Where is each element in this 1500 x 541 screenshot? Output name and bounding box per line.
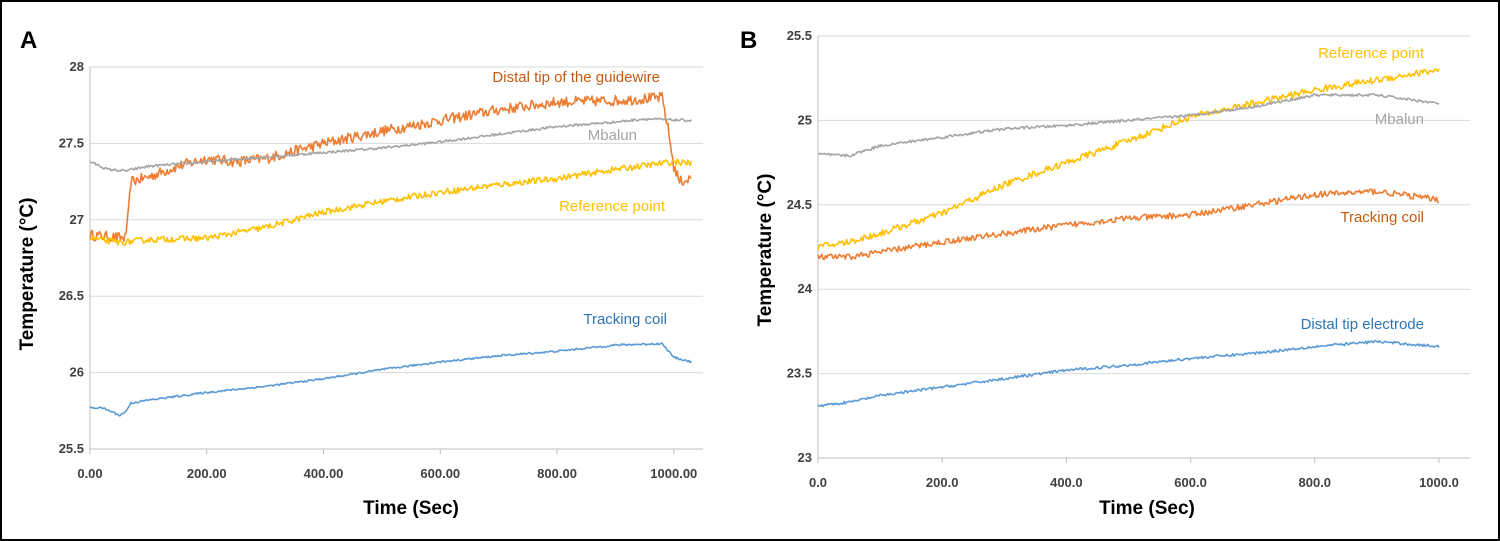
chart-b-panel-label: B: [740, 27, 757, 54]
chart-b-label-distal-tip-electrode: Distal tip electrode: [1301, 316, 1424, 333]
chart-b-series-tracking-coil: [817, 188, 1440, 261]
chart-b-y-tick-label: 23: [798, 450, 812, 465]
chart-a-x-axis-title: Time (Sec): [363, 498, 459, 519]
chart-a-series-reference-point: [89, 158, 693, 246]
chart-a-y-tick-label: 27.5: [59, 135, 84, 150]
chart-b-label-mbalun: Mbalun: [1375, 111, 1424, 128]
chart-b-series-mbalun: [817, 93, 1440, 158]
chart-b-plot: 23 23.5 24 24.5 25 25.5 0.0 200.0 400.0 600.0 800.…: [787, 28, 1470, 490]
chart-b-x-tick-label: 1000.0: [1419, 475, 1459, 490]
chart-a-label-distal-tip: Distal tip of the guidewire: [492, 69, 660, 86]
chart-a-panel-label: A: [20, 27, 37, 54]
chart-b-label-reference-point: Reference point: [1318, 45, 1425, 62]
chart-a: A Time (Sec) Temperature (°C) Distal tip…: [17, 27, 667, 519]
chart-a-y-axis-title: Temperature (°C): [17, 198, 38, 351]
chart-b-series-distal-tip-electrode: [817, 339, 1440, 408]
chart-b: B Time (Sec) Temperature (°C) Reference …: [740, 27, 1425, 519]
chart-b-label-tracking-coil: Tracking coil: [1340, 209, 1424, 226]
chart-b-y-tick-label: 24.5: [787, 197, 812, 212]
chart-b-y-tick-label: 25: [798, 112, 812, 127]
chart-a-x-tick-label: 800.00: [537, 466, 577, 481]
chart-a-series-distal-tip: [89, 91, 692, 243]
chart-b-y-tick-label: 24: [798, 281, 813, 296]
chart-a-y-tick-label: 26.5: [59, 288, 84, 303]
chart-b-x-tick-label: 200.0: [926, 475, 959, 490]
chart-a-series-tracking-coil: [89, 342, 692, 417]
chart-b-y-axis-title: Temperature (°C): [755, 174, 776, 327]
chart-a-x-tick-label: 1000.00: [650, 466, 697, 481]
chart-b-x-axis-title: Time (Sec): [1099, 498, 1195, 519]
chart-a-label-reference-point: Reference point: [559, 198, 666, 215]
chart-b-x-tick-label: 600.0: [1174, 475, 1207, 490]
chart-b-series-reference-point: [817, 68, 1440, 251]
chart-a-label-tracking-coil: Tracking coil: [583, 311, 667, 328]
chart-a-y-tick-label: 28: [70, 59, 84, 74]
chart-a-x-tick-label: 200.00: [187, 466, 227, 481]
chart-b-y-tick-label: 25.5: [787, 28, 812, 43]
chart-a-series-mbalun: [90, 117, 692, 173]
chart-b-x-tick-label: 800.0: [1298, 475, 1331, 490]
chart-b-x-tick-label: 400.0: [1050, 475, 1083, 490]
chart-b-x-tick-label: 0.0: [809, 475, 827, 490]
chart-b-y-tick-label: 23.5: [787, 366, 812, 381]
chart-a-y-tick-label: 27: [70, 212, 84, 227]
chart-a-y-tick-label: 25.5: [59, 441, 84, 456]
chart-a-label-mbalun: Mbalun: [588, 127, 637, 144]
chart-a-x-tick-label: 400.00: [304, 466, 344, 481]
chart-a-plot: 25.5 26 26.5 27 27.5 28 0.00 200.00 400.00 600.00…: [59, 59, 703, 481]
chart-a-x-tick-label: 0.00: [77, 466, 102, 481]
chart-a-x-tick-label: 600.00: [420, 466, 460, 481]
chart-a-y-tick-label: 26: [70, 365, 84, 380]
